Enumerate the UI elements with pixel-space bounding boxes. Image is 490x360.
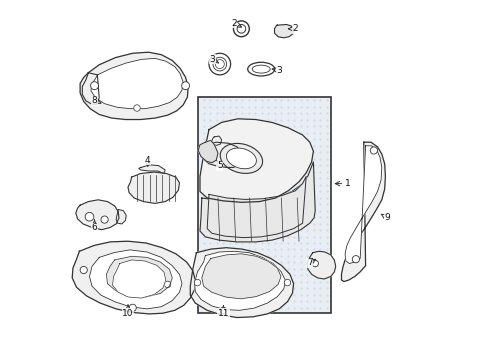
Polygon shape (198, 140, 218, 163)
Polygon shape (200, 119, 314, 202)
Circle shape (80, 266, 87, 274)
Circle shape (220, 307, 227, 314)
Ellipse shape (220, 143, 263, 174)
Circle shape (352, 256, 360, 263)
Circle shape (284, 279, 291, 286)
Circle shape (194, 279, 201, 286)
Text: 6: 6 (92, 220, 98, 232)
Circle shape (134, 105, 140, 111)
Polygon shape (116, 210, 126, 224)
Circle shape (312, 260, 318, 267)
Polygon shape (307, 251, 336, 279)
Polygon shape (202, 254, 281, 299)
Circle shape (237, 24, 245, 33)
Polygon shape (72, 241, 196, 314)
Ellipse shape (252, 65, 270, 73)
Circle shape (101, 216, 108, 223)
Text: 4: 4 (145, 156, 150, 166)
Circle shape (91, 82, 98, 90)
Circle shape (233, 21, 249, 37)
Polygon shape (345, 146, 382, 264)
Text: 1: 1 (335, 179, 350, 188)
Text: 7: 7 (307, 258, 316, 267)
Polygon shape (207, 176, 306, 238)
Ellipse shape (226, 148, 256, 169)
Polygon shape (90, 250, 182, 309)
Text: 9: 9 (381, 213, 390, 222)
Text: 3: 3 (210, 55, 219, 64)
Polygon shape (274, 24, 294, 38)
Polygon shape (106, 256, 172, 297)
Polygon shape (342, 142, 386, 282)
Text: 10: 10 (122, 305, 134, 318)
Polygon shape (212, 136, 221, 145)
Text: 3: 3 (272, 66, 282, 75)
Polygon shape (190, 248, 294, 318)
Polygon shape (139, 165, 165, 174)
Circle shape (129, 304, 136, 311)
Polygon shape (113, 260, 166, 298)
Circle shape (213, 57, 227, 71)
Polygon shape (200, 162, 315, 242)
Polygon shape (82, 73, 99, 104)
Polygon shape (91, 58, 183, 109)
Circle shape (370, 147, 377, 154)
Ellipse shape (215, 60, 224, 69)
Circle shape (164, 281, 171, 288)
FancyBboxPatch shape (198, 97, 331, 313)
Circle shape (209, 53, 231, 75)
Text: 2: 2 (231, 19, 242, 28)
Polygon shape (76, 200, 119, 230)
Polygon shape (202, 142, 242, 167)
Text: 5: 5 (217, 161, 222, 170)
Polygon shape (80, 52, 188, 120)
Circle shape (182, 82, 190, 90)
Polygon shape (195, 251, 285, 310)
Text: 8: 8 (92, 96, 101, 105)
Circle shape (85, 212, 94, 221)
Ellipse shape (248, 62, 275, 76)
Text: 2: 2 (289, 24, 298, 33)
Text: 11: 11 (218, 306, 229, 318)
Polygon shape (128, 172, 179, 203)
